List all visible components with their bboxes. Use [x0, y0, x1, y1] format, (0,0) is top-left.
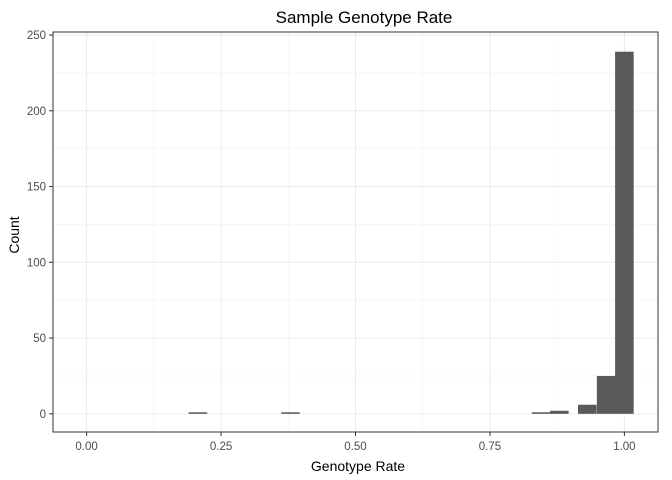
y-axis-ticks: 0 50 100 150 200 250: [27, 30, 53, 421]
x-tick-label: 0.00: [75, 441, 97, 453]
x-axis-label: Genotype Rate: [311, 458, 405, 474]
x-axis-ticks: 0.00 0.25 0.50 0.75 1.00: [75, 432, 636, 453]
x-tick-label: 0.50: [344, 441, 366, 453]
histogram-bar: [281, 412, 300, 414]
x-tick-label: 0.75: [479, 441, 501, 453]
histogram-bar: [615, 51, 634, 414]
y-tick-label: 200: [27, 106, 46, 118]
y-tick-label: 100: [27, 257, 46, 269]
x-tick-label: 1.00: [613, 441, 635, 453]
y-axis-label: Count: [6, 216, 22, 253]
histogram-bars: [188, 51, 634, 414]
histogram-bar: [596, 375, 616, 414]
histogram-bar: [188, 412, 208, 414]
y-tick-label: 0: [40, 409, 46, 421]
grid-lines: [53, 32, 658, 432]
y-tick-label: 50: [33, 333, 46, 345]
histogram-bar: [550, 410, 569, 414]
y-tick-label: 150: [27, 182, 46, 194]
chart-title: Sample Genotype Rate: [276, 8, 453, 27]
histogram-bar: [578, 404, 597, 414]
x-tick-label: 0.25: [210, 441, 232, 453]
y-tick-label: 250: [27, 30, 46, 42]
histogram-bar: [531, 412, 551, 414]
